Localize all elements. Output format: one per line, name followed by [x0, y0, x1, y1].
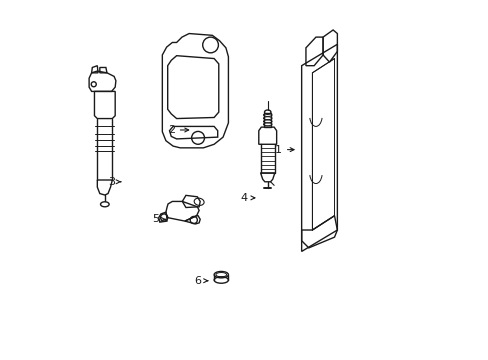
Bar	[264, 113, 271, 127]
Text: 6: 6	[194, 276, 207, 286]
Text: 4: 4	[241, 193, 254, 203]
Text: 1: 1	[274, 145, 293, 155]
Text: 5: 5	[152, 214, 165, 224]
Text: 2: 2	[167, 125, 188, 135]
Text: 3: 3	[108, 177, 121, 187]
